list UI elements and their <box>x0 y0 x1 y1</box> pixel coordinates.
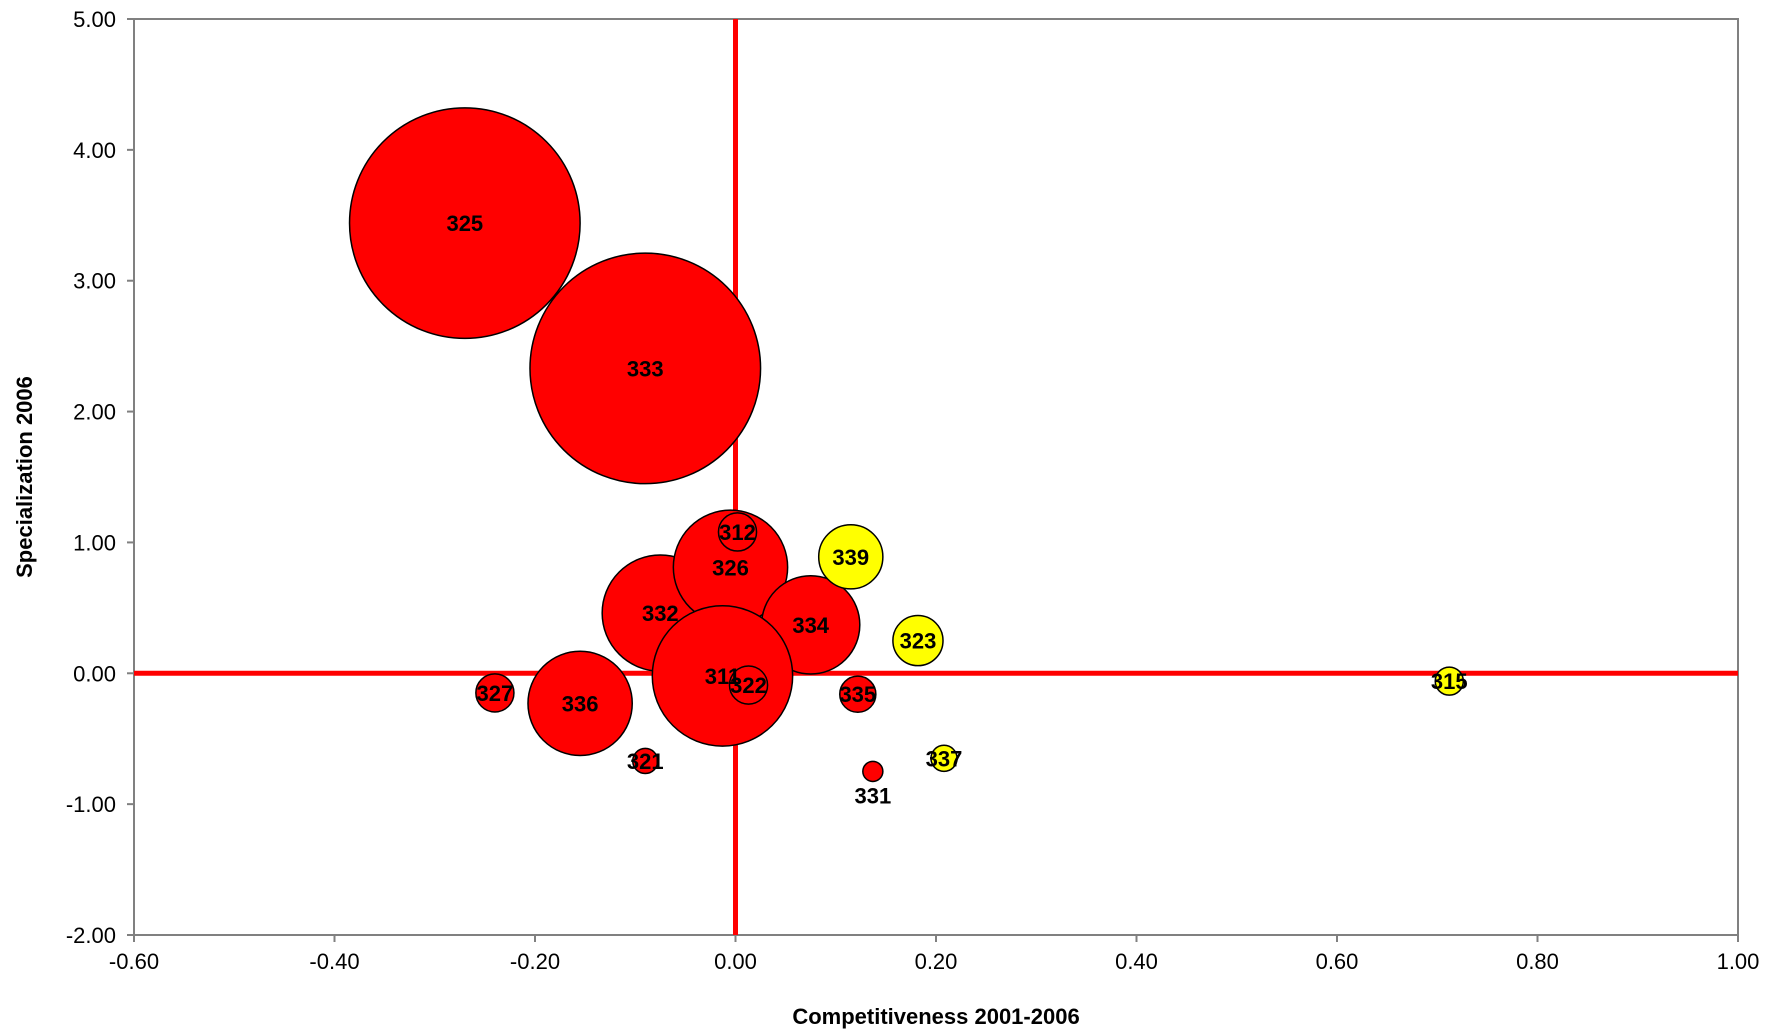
bubble-label-339: 339 <box>832 545 869 570</box>
x-tick-label: 0.00 <box>714 949 757 974</box>
bubble-label-325: 325 <box>446 211 483 236</box>
x-tick-label: -0.40 <box>309 949 359 974</box>
bubble-336 <box>527 650 633 757</box>
bubble-333 <box>529 252 762 485</box>
bubble-label-323: 323 <box>900 629 937 654</box>
x-tick-label: 1.00 <box>1717 949 1760 974</box>
bubble-label-334: 334 <box>792 613 829 638</box>
y-tick-label: -1.00 <box>66 792 116 817</box>
x-tick-label: 0.20 <box>915 949 958 974</box>
x-tick-label: 0.40 <box>1115 949 1158 974</box>
y-tick-label: 5.00 <box>73 7 116 32</box>
y-tick-label: 1.00 <box>73 530 116 555</box>
bubbles <box>348 107 1465 783</box>
x-tick-label: 0.60 <box>1316 949 1359 974</box>
bubble-331 <box>862 760 884 783</box>
bubble-label-326: 326 <box>712 555 749 580</box>
bubble-label-337: 337 <box>926 746 963 771</box>
y-tick-label: -2.00 <box>66 923 116 948</box>
bubble-311 <box>651 604 794 747</box>
y-tick-label: 0.00 <box>73 661 116 686</box>
reference-lines <box>134 19 1738 935</box>
bubble-label-333: 333 <box>627 356 664 381</box>
bubble-label-335: 335 <box>839 682 876 707</box>
bubble-label-332: 332 <box>642 601 679 626</box>
bubble-339 <box>817 523 884 590</box>
bubble-337 <box>930 744 958 773</box>
bubble-label-321: 321 <box>627 749 664 774</box>
bubble-312 <box>717 512 758 552</box>
bubble-321 <box>631 747 659 775</box>
bubble-325 <box>348 107 581 340</box>
y-tick-label: 2.00 <box>73 400 116 425</box>
bubble-327 <box>475 673 515 713</box>
x-axis-title: Competitiveness 2001-2006 <box>792 1004 1079 1029</box>
bubble-label-315: 315 <box>1431 669 1468 694</box>
bubble-label-322: 322 <box>730 673 767 698</box>
y-tick-label: 3.00 <box>73 269 116 294</box>
bubble-323 <box>892 614 944 667</box>
bubble-315 <box>1434 666 1465 696</box>
bubble-335 <box>839 675 877 714</box>
bubble-label-311: 311 <box>705 664 741 689</box>
x-tick-label: 0.80 <box>1516 949 1559 974</box>
bubble-label-312: 312 <box>719 520 756 545</box>
x-tick-label: -0.60 <box>109 949 159 974</box>
y-tick-label: 4.00 <box>73 138 116 163</box>
bubble-322 <box>728 665 769 705</box>
x-tick-label: -0.20 <box>510 949 560 974</box>
bubble-label-331: 331 <box>854 783 891 808</box>
y-axis-ticks: 5.00 4.00 3.00 2.00 1.00 0.00 -1.00 -2.00 <box>66 7 134 948</box>
bubble-label-327: 327 <box>477 681 514 706</box>
bubble-label-336: 336 <box>562 691 599 716</box>
x-axis-ticks: -0.60 -0.40 -0.20 0.00 0.20 0.40 0.60 0.80 1.00 <box>109 935 1759 974</box>
y-axis-title: Specialization 2006 <box>12 376 37 578</box>
